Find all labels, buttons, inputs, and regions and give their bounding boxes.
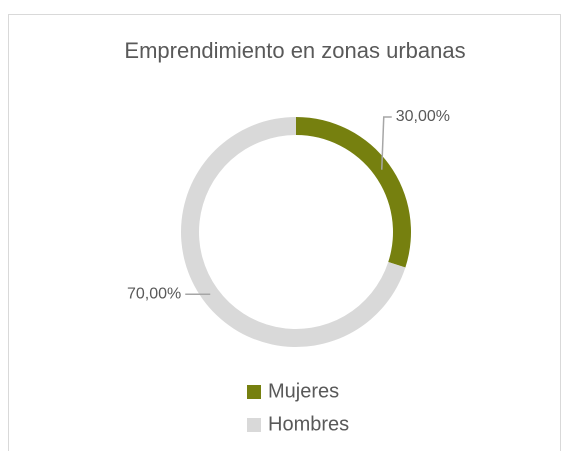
chart-border (8, 14, 561, 451)
data-label: 70,00% (127, 286, 181, 303)
data-label: 30,00% (396, 108, 450, 125)
legend-swatch (247, 385, 261, 399)
legend-swatch (247, 418, 261, 432)
leader-line (381, 116, 392, 170)
legend-label: Hombres (268, 413, 349, 435)
donut-segment (296, 117, 411, 268)
legend-label: Mujeres (268, 380, 339, 402)
chart-title: Emprendimiento en zonas urbanas (124, 38, 465, 63)
